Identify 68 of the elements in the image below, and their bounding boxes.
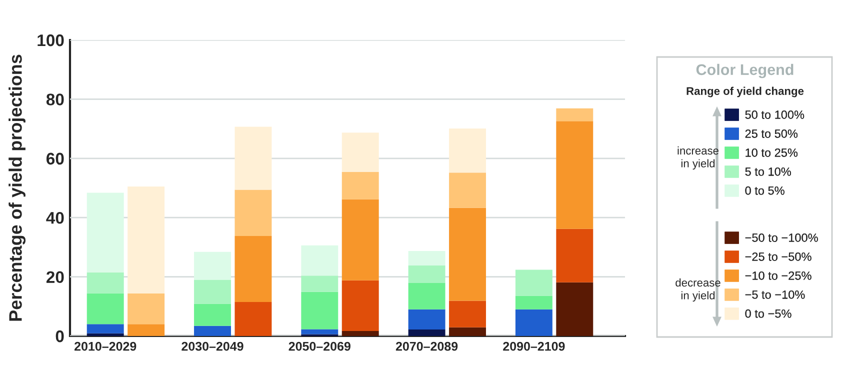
bar bbox=[515, 296, 552, 310]
y-tick-label: 60 bbox=[46, 152, 64, 165]
legend-label: −5 to −10% bbox=[745, 290, 805, 299]
bar bbox=[408, 251, 446, 266]
legend-label: −10 to −25% bbox=[745, 271, 812, 280]
bar bbox=[408, 266, 446, 284]
bar bbox=[556, 228, 594, 282]
bar bbox=[86, 192, 124, 272]
bar bbox=[86, 333, 124, 336]
bar bbox=[86, 324, 124, 334]
x-tick-label: 2050–2069 bbox=[288, 342, 350, 351]
bar bbox=[234, 236, 272, 302]
bar bbox=[408, 309, 446, 330]
bar bbox=[449, 172, 486, 208]
bar bbox=[194, 326, 231, 336]
bar bbox=[449, 208, 486, 301]
bar bbox=[234, 190, 272, 236]
legend-label: 25 to 50% bbox=[745, 129, 798, 138]
bar bbox=[86, 272, 124, 294]
bar bbox=[556, 108, 594, 122]
bar bbox=[342, 280, 379, 331]
x-tick-label: 2070–2089 bbox=[396, 342, 458, 351]
legend-label: 5 to 10% bbox=[745, 167, 791, 176]
bar bbox=[449, 327, 486, 336]
y-axis-title: Percentage of yield projections bbox=[8, 54, 26, 321]
text: increase in yield bbox=[678, 146, 719, 170]
bar bbox=[556, 282, 594, 336]
bar bbox=[128, 293, 165, 324]
bar bbox=[301, 329, 338, 334]
bar bbox=[342, 330, 379, 336]
bar bbox=[194, 304, 231, 326]
bar bbox=[515, 270, 552, 296]
legend-title: Range of yield change bbox=[686, 86, 804, 98]
x-tick-label: 2030–2049 bbox=[182, 342, 244, 351]
bar bbox=[194, 252, 231, 280]
y-tick-label: 20 bbox=[46, 271, 64, 284]
y-tick-label: 0 bbox=[56, 330, 64, 342]
x-tick-label: 2010–2029 bbox=[74, 342, 136, 351]
legend-label: 0 to −5% bbox=[745, 309, 792, 318]
y-tick-label: 80 bbox=[46, 94, 64, 106]
bar bbox=[301, 276, 338, 292]
bar bbox=[301, 292, 338, 330]
y-tick-label: 40 bbox=[46, 212, 64, 224]
bar bbox=[408, 283, 446, 310]
bar bbox=[234, 126, 272, 190]
bar bbox=[234, 302, 272, 336]
bar bbox=[449, 128, 486, 173]
bar bbox=[301, 245, 338, 276]
bar bbox=[408, 329, 446, 336]
bar bbox=[449, 300, 486, 328]
bar bbox=[342, 172, 379, 200]
bar bbox=[342, 199, 379, 280]
legend-label: 50 to 100% bbox=[745, 110, 804, 119]
bar bbox=[515, 309, 552, 336]
bar bbox=[128, 186, 165, 294]
legend-label: 0 to 5% bbox=[745, 186, 784, 195]
legend-label: −50 to −100% bbox=[745, 234, 818, 242]
y-tick-label: 100 bbox=[38, 34, 64, 46]
x-tick-label: 2090–2109 bbox=[503, 342, 565, 351]
bar bbox=[86, 293, 124, 324]
bar bbox=[556, 121, 594, 229]
bar bbox=[342, 132, 379, 172]
bar bbox=[194, 280, 231, 304]
text: decrease in yield bbox=[676, 278, 720, 302]
legend-label: −25 to −50% bbox=[745, 252, 812, 261]
text: Color Legend bbox=[696, 64, 794, 78]
bar bbox=[128, 324, 165, 336]
legend-label: 10 to 25% bbox=[746, 148, 798, 157]
